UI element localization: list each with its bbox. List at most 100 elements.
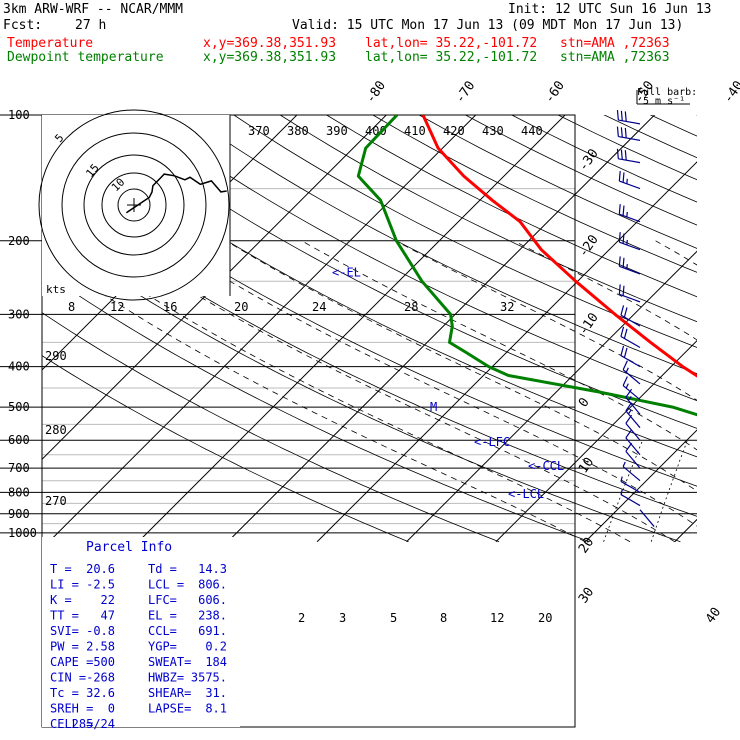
wind-barb-flag [618, 284, 621, 295]
wind-barb [618, 204, 641, 223]
wind-barb-staff [625, 450, 641, 469]
moist-adiabat [42, 251, 586, 543]
theta-label: 380 [287, 124, 309, 138]
wind-barb-flag [616, 110, 619, 121]
wind-barb-flag [624, 111, 627, 122]
parcel-info-key: PW = [50, 640, 79, 654]
wind-barb [618, 171, 641, 190]
dry-adiabat [649, 115, 697, 137]
dry-adiabat [279, 115, 697, 323]
mixing-ratio-line [650, 440, 688, 542]
parcel-info-key: LFC= [148, 593, 177, 607]
wind-barb-flag [623, 347, 628, 358]
wind-barb [620, 489, 641, 507]
dry-adiabat [42, 312, 500, 543]
isotherm-top-label: -80 [363, 78, 389, 106]
isotherm [495, 339, 697, 543]
wind-barb [639, 509, 655, 527]
mixing-ratio-line [714, 440, 740, 542]
wind-barb-flag [616, 148, 619, 159]
parcel-info-key: SREH = [50, 702, 93, 716]
wind-barb-flag [622, 233, 625, 244]
full-barb-value: 5 m s⁻¹ [643, 96, 685, 107]
parcel-info-value: 20.6 [86, 562, 115, 576]
hodograph-ring [61, 132, 207, 278]
isotherm [42, 115, 388, 461]
wind-barb-flag [624, 150, 627, 161]
hodograph-units: kts [46, 283, 66, 296]
wind-barb-flag [618, 232, 621, 243]
pressure-tick-label: 600 [8, 433, 30, 447]
wind-barb-staff [620, 355, 641, 368]
parcel-info-key: CELL = [50, 717, 93, 731]
mixing-ratio-label: 20 [234, 300, 248, 314]
temperature-latlon: lat,lon= 35.22,-101.72 [365, 36, 538, 51]
pressure-tick-label: 300 [8, 307, 30, 321]
wind-barb [620, 345, 641, 368]
parcel-info-key: HWBZ= [148, 671, 184, 685]
theta-label: 400 [365, 124, 387, 138]
parcel-info-value: 184 [205, 655, 227, 669]
parcel-info-key: CAPE = [50, 655, 93, 669]
mixing-ratio-label: 2 [298, 611, 305, 625]
dewpoint-stn: stn=AMA ,72363 [560, 50, 670, 65]
temperature-profile [421, 115, 697, 378]
valid-time: Valid: 15 UTC Mon 17 Jun 13 (09 MDT Mon … [292, 18, 684, 33]
pressure-tick-label: 400 [8, 360, 30, 374]
isotherm-right-label: 0 [576, 395, 593, 410]
wind-barb-staff [620, 335, 641, 349]
wind-barb-flag [616, 126, 619, 137]
wind-barb-flag [622, 461, 626, 467]
wind-barb-flag [623, 328, 628, 339]
moist-adiabat [395, 240, 697, 401]
parcel-info-value: 47 [101, 609, 115, 623]
moist-adiabat [655, 240, 697, 266]
parcel-info-value: -268 [86, 671, 115, 685]
dewpoint-legend: Dewpoint temperature [7, 50, 164, 65]
parcel-info-key: LI = [50, 578, 79, 592]
wind-barb-flag [618, 204, 621, 215]
wind-barb-flag [623, 307, 628, 318]
mixing-ratio-label: 12 [490, 611, 504, 625]
mixing-ratio-label: 28 [404, 300, 418, 314]
theta-label: 440 [521, 124, 543, 138]
theta-label: 280 [45, 423, 67, 437]
dry-adiabat [42, 148, 697, 487]
wind-barb-flag [620, 110, 623, 121]
isotherm [674, 518, 697, 543]
parcel-info-key: T = [50, 562, 72, 576]
parcel-info-value: 238. [198, 609, 227, 623]
wind-barb-flag [622, 285, 625, 296]
moist-adiabat [163, 240, 697, 527]
parcel-info-value: 22 [101, 593, 115, 607]
mixing-ratio-label: 16 [163, 300, 177, 314]
dry-adiabat [701, 96, 740, 542]
parcel-info-value: 806. [198, 578, 227, 592]
theta-label: 290 [45, 349, 67, 363]
model-name: 3km ARW-WRF -- NCAR/MMM [3, 2, 184, 17]
wind-barb [618, 232, 641, 251]
isotherm [48, 115, 477, 543]
parcel-info-value: 0.2 [205, 640, 227, 654]
dry-adiabat [140, 115, 697, 402]
wind-barb-flag [625, 367, 629, 373]
wind-barb-staff [625, 437, 641, 456]
wind-barb-staff [619, 265, 641, 275]
mixing-ratio-label: 3 [339, 611, 346, 625]
wind-barb [622, 461, 641, 482]
mixing-ratio-label: 32 [500, 300, 514, 314]
parcel-info-key: SHEAR= [148, 686, 191, 700]
temperature-legend: Temperature [7, 36, 94, 51]
parcel-info-value: 3575. [191, 671, 227, 685]
isotherm-right-label: 20 [576, 535, 597, 556]
mixing-ratio-label: 20 [538, 611, 552, 625]
wind-barb-flag [622, 205, 625, 216]
theta-label: 420 [443, 124, 465, 138]
isotherm [137, 115, 566, 543]
wind-barb-staff [625, 422, 641, 441]
level-marker: M [430, 400, 437, 414]
parcel-info-value: -0.8 [86, 624, 115, 638]
pressure-tick-label: 500 [8, 400, 30, 414]
wind-barb-flag [620, 149, 623, 160]
mixing-ratio-label: 12 [110, 300, 124, 314]
